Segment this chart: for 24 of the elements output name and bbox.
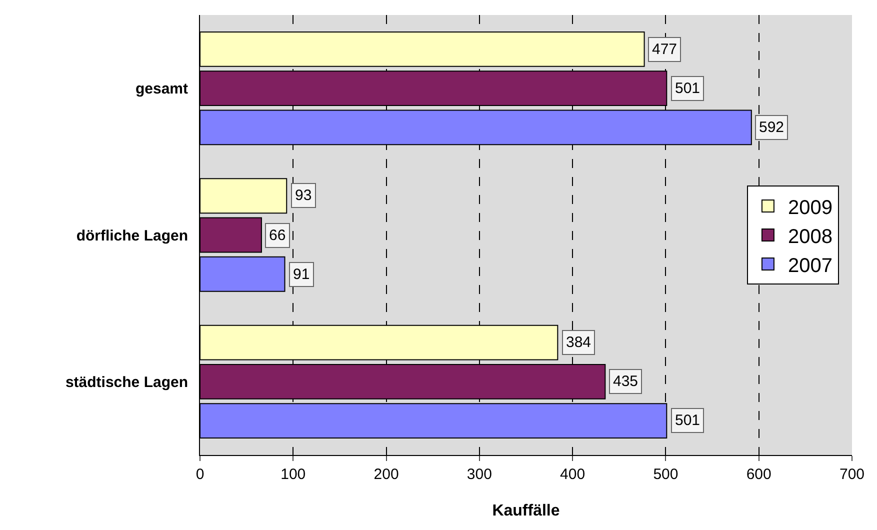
x-tick-label: 100 bbox=[280, 466, 306, 483]
y-tick-label: städtische Lagen bbox=[65, 374, 188, 391]
data-label: 477 bbox=[652, 41, 678, 58]
x-tick-label: 0 bbox=[196, 466, 204, 483]
x-tick-label: 300 bbox=[466, 466, 492, 483]
x-tick-label: 500 bbox=[653, 466, 678, 483]
x-tick-label: 400 bbox=[560, 466, 586, 483]
x-tick-label: 200 bbox=[374, 466, 399, 483]
data-label: 501 bbox=[675, 412, 700, 429]
x-tick-label: 600 bbox=[746, 466, 772, 483]
legend-label: 2007 bbox=[788, 254, 832, 277]
data-label: 435 bbox=[613, 373, 638, 390]
x-tick-label: 700 bbox=[839, 466, 865, 483]
legend-label: 2009 bbox=[788, 196, 832, 219]
data-label: 592 bbox=[759, 119, 784, 136]
legend-label: 2008 bbox=[788, 226, 832, 248]
y-tick-label: dörfliche Lagen bbox=[76, 227, 188, 244]
y-tick-label: gesamt bbox=[135, 80, 188, 98]
data-label: 66 bbox=[269, 227, 286, 244]
data-label: 93 bbox=[295, 187, 312, 204]
data-label: 91 bbox=[293, 266, 310, 283]
x-axis-title: Kauffälle bbox=[492, 502, 560, 520]
data-label: 501 bbox=[675, 80, 700, 97]
data-label: 384 bbox=[566, 334, 592, 351]
